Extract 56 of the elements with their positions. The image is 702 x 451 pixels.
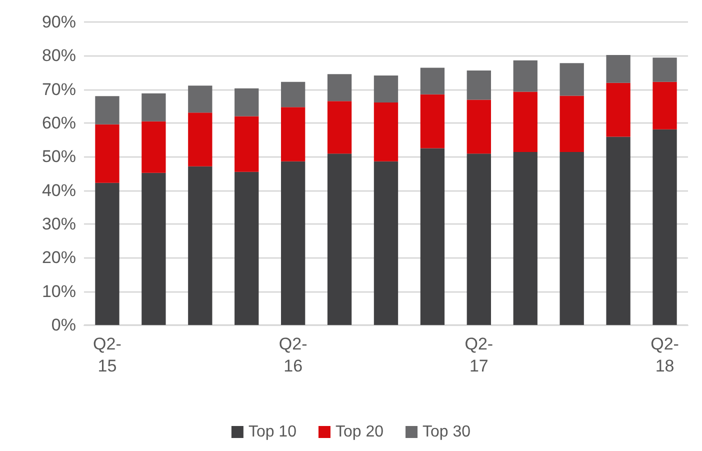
bar	[188, 112, 212, 166]
bar	[327, 101, 352, 154]
bar	[234, 172, 259, 325]
bar	[652, 82, 677, 130]
bar	[95, 182, 120, 325]
bar	[142, 93, 166, 122]
legend-label: Top 10	[248, 424, 297, 440]
bar	[420, 148, 445, 325]
y-tick-label: 10%	[42, 282, 76, 301]
bar	[374, 76, 398, 102]
bar	[95, 96, 120, 124]
bar	[280, 107, 306, 162]
y-tick-label: 40%	[42, 180, 76, 200]
bar	[466, 70, 492, 100]
bar	[420, 94, 445, 148]
y-tick-label: 30%	[42, 214, 76, 234]
bar	[652, 58, 677, 82]
bar	[188, 86, 212, 113]
x-tick-label: Q2-17	[464, 334, 494, 376]
bar	[420, 68, 445, 94]
y-tick-label: 80%	[42, 46, 76, 66]
bar	[513, 152, 538, 325]
y-tick-label: 60%	[42, 114, 76, 132]
bar	[513, 60, 538, 92]
bar	[606, 82, 630, 137]
y-tick-label: 70%	[42, 80, 76, 99]
bar	[280, 161, 306, 325]
bar	[560, 152, 584, 325]
bar	[234, 88, 259, 116]
bar	[142, 172, 166, 325]
bar	[280, 82, 306, 108]
x-tick-label: Q2-16	[278, 334, 308, 376]
bar	[466, 100, 492, 154]
y-tick-label: 90%	[42, 12, 76, 32]
x-tick-label: Q2-15	[93, 334, 122, 376]
bar	[606, 54, 630, 83]
bar	[142, 121, 166, 173]
bar	[560, 96, 584, 152]
bar	[188, 166, 212, 325]
bar	[560, 63, 584, 96]
bar	[95, 124, 120, 183]
bar	[606, 136, 630, 325]
bar	[327, 154, 352, 325]
bar	[513, 92, 538, 152]
legend-label: Top 30	[422, 424, 471, 440]
y-tick-label: 20%	[42, 248, 76, 268]
bar	[374, 102, 398, 162]
bar	[327, 74, 352, 102]
bar	[374, 161, 398, 325]
bar	[652, 129, 677, 325]
legend-label: Top 20	[335, 424, 384, 440]
bar	[466, 154, 492, 325]
x-tick-label: Q2-18	[650, 334, 679, 376]
y-tick-label: 50%	[42, 147, 76, 166]
bar	[234, 116, 259, 172]
y-tick-label: 0%	[51, 316, 76, 334]
